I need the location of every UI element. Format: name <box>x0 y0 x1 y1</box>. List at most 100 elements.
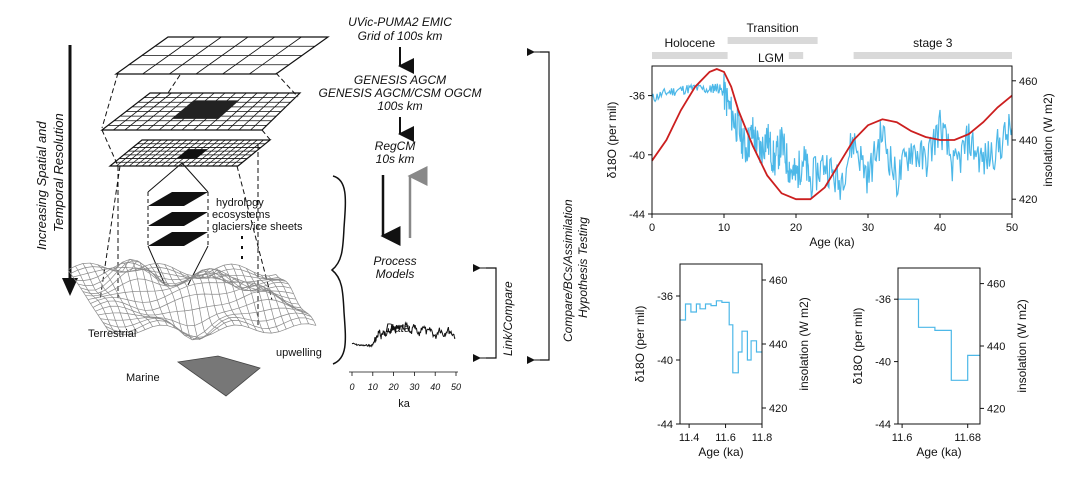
y2-tick-label: 460 <box>769 275 787 287</box>
period-label: stage 3 <box>913 36 953 50</box>
model-emic-line1: UVic-PUMA2 EMIC <box>348 15 452 29</box>
middle-panel: UVic-PUMA2 EMIC Grid of 100s km GENESIS … <box>319 15 590 410</box>
projection-lines <box>99 72 299 325</box>
main-chart: 0 10 20 30 40 50 -36 -40 -44 460 440 420 Age (ka) δ18… <box>605 21 1055 249</box>
y-axis-label: δ18O (per mil) <box>633 306 647 383</box>
coarse-grid <box>114 36 330 75</box>
proxy-line <box>651 73 1013 200</box>
compare-line1: Compare/BCs/Assimilation <box>561 199 575 342</box>
period-label: LGM <box>758 51 784 65</box>
y-tick-label: -44 <box>629 209 645 221</box>
x-axis-label: Age (ka) <box>809 235 854 249</box>
data-axis-tick: 10 <box>368 382 378 392</box>
plot-frame <box>897 267 981 425</box>
y2-tick-label: 440 <box>769 339 787 351</box>
model-process-line1: Process <box>373 254 416 268</box>
insolation-line <box>651 68 1013 201</box>
y2-tick-label: 420 <box>1019 194 1037 206</box>
y-tick-label: -36 <box>629 91 645 103</box>
curly-brace <box>330 175 347 365</box>
x-tick-label: 20 <box>790 222 802 234</box>
data-axis-tick: 30 <box>409 382 419 392</box>
plot-frame <box>651 65 1013 215</box>
compare-bracket <box>540 51 550 361</box>
y2-tick-label: 460 <box>1019 76 1037 88</box>
x-tick-label: 11.68 <box>954 432 981 444</box>
x-tick-label: 11.6 <box>715 432 736 444</box>
model-emic-line2: Grid of 100s km <box>358 29 443 43</box>
y-tick-label: -40 <box>657 355 673 367</box>
period-bar <box>652 52 728 59</box>
data-sparkline: 0 10 20 30 40 50 ka <box>349 321 461 410</box>
y-tick-label: -36 <box>657 291 673 303</box>
y-tick-label: -44 <box>875 419 891 431</box>
hydrology-layer <box>148 192 208 206</box>
y2-axis-label: insolation (W m2) <box>1041 93 1055 186</box>
x-tick-label: 11.4 <box>679 432 700 444</box>
y2-tick-label: 440 <box>1019 135 1037 147</box>
terrain-label-upwelling: upwelling <box>276 347 322 359</box>
data-axis-tick: 0 <box>349 382 354 392</box>
period-label: Holocene <box>664 36 715 50</box>
model-genesis-line1: GENESIS AGCM <box>354 73 446 87</box>
plot-frame <box>679 263 763 425</box>
resolution-arrow-head <box>62 278 78 296</box>
model-process-line2: Models <box>376 267 415 281</box>
zoom-chart-1: 11.4 11.6 11.8 -36 -40 -44 460 440 420 Age (ka) δ1… <box>633 263 811 459</box>
y-axis-label: δ18O (per mil) <box>605 102 619 179</box>
x-axis-label: Age (ka) <box>698 445 743 459</box>
terrain-label-terrestrial: Terrestrial <box>88 328 136 340</box>
zoom-chart-2: 11.6 11.68 -36 -40 -44 460 440 420 Age (ka) δ18O … <box>851 267 1029 459</box>
link-bracket <box>486 267 497 359</box>
period-bar <box>727 37 818 44</box>
model-genesis-line3: 100s km <box>377 99 422 113</box>
model-regcm-line2: 10s km <box>376 152 415 166</box>
x-tick-label: 11.6 <box>892 432 913 444</box>
y-tick-label: -40 <box>629 150 645 162</box>
left-panel: Increasing Spatial and Temporal Resoluti… <box>34 36 330 397</box>
period-bar <box>853 52 1012 59</box>
y-axis-label: δ18O (per mil) <box>851 308 865 385</box>
x-tick-label: 10 <box>718 222 730 234</box>
y-tick-label: -36 <box>875 294 891 306</box>
model-regcm-line1: RegCM <box>375 139 416 153</box>
data-axis-label: ka <box>398 398 411 410</box>
x-tick-label: 30 <box>862 222 874 234</box>
x-tick-label: 11.8 <box>752 432 773 444</box>
period-bar <box>788 52 804 59</box>
y-tick-label: -44 <box>657 419 673 431</box>
data-axis-tick: 50 <box>451 382 461 392</box>
data-axis-tick: 40 <box>430 382 440 392</box>
y2-tick-label: 460 <box>987 279 1005 291</box>
y2-tick-label: 420 <box>987 403 1005 415</box>
x-axis-label: Age (ka) <box>916 445 961 459</box>
model-genesis-line2: GENESIS AGCM/CSM OGCM <box>319 86 482 100</box>
compare-line2: Hypothesis Testing <box>576 217 590 318</box>
proxy-line <box>680 300 762 374</box>
fine-grid <box>108 139 272 167</box>
glaciers-layer <box>148 232 208 246</box>
x-tick-label: 50 <box>1006 222 1018 234</box>
layer-label-ecosystems: ecosystems <box>212 209 271 221</box>
y-tick-label: -40 <box>875 357 891 369</box>
medium-grid <box>100 92 302 131</box>
y2-axis-label: insolation (W m2) <box>797 297 811 390</box>
proxy-line <box>898 298 980 381</box>
marine-surface <box>176 355 261 397</box>
x-tick-label: 0 <box>649 222 655 234</box>
ellipsis-dots <box>241 236 243 259</box>
layer-label-glaciers: glaciers/ice sheets <box>212 221 303 233</box>
y2-tick-label: 420 <box>769 403 787 415</box>
link-compare-label: Link/Compare <box>501 281 515 356</box>
data-axis-tick: 20 <box>388 382 399 392</box>
x-tick-label: 40 <box>934 222 946 234</box>
terrain-mesh <box>67 258 317 341</box>
y2-tick-label: 440 <box>987 341 1005 353</box>
ecosystems-layer <box>148 212 208 226</box>
vertical-title-line2: Temporal Resolution <box>51 113 66 232</box>
vertical-title-line1: Increasing Spatial and <box>34 121 49 250</box>
y2-axis-label: insolation (W m2) <box>1015 299 1029 392</box>
process-layers <box>147 162 209 286</box>
period-label: Transition <box>746 21 798 35</box>
